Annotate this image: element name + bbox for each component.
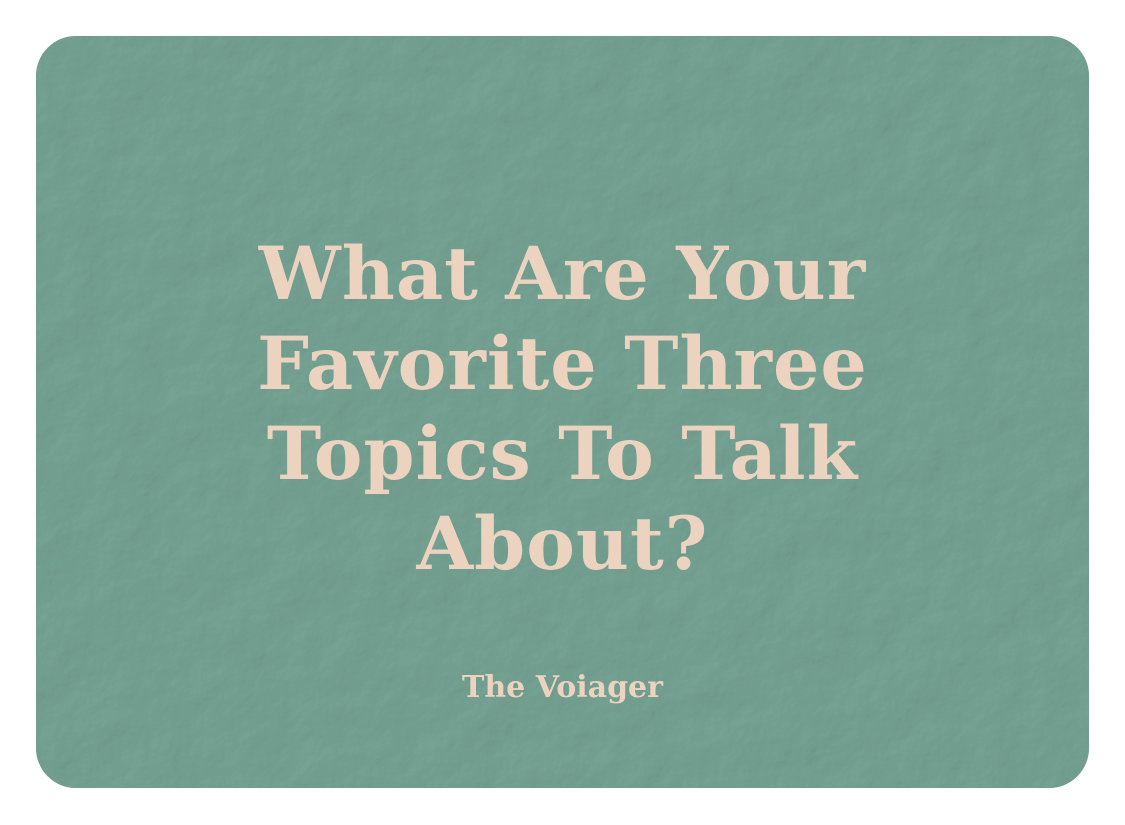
brand-name: The Voiager	[462, 670, 663, 705]
crumpled-paper-texture	[36, 36, 1089, 788]
question-card: What Are Your Favorite Three Topics To T…	[36, 36, 1089, 788]
question-title: What Are Your Favorite Three Topics To T…	[257, 231, 868, 587]
card-content: What Are Your Favorite Three Topics To T…	[36, 36, 1089, 788]
